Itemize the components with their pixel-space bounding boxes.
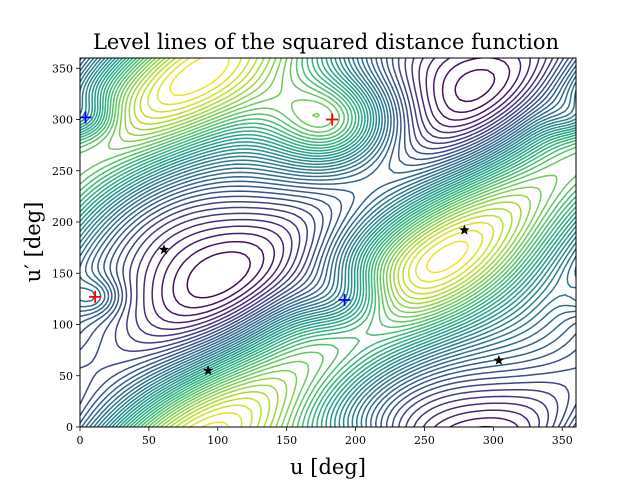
x-axis-ticks: 0 50 100 150 200 250 300 350: [77, 427, 573, 447]
contour-level-line: [151, 58, 531, 427]
x-tick-label: 50: [142, 434, 156, 447]
contour-level-line: [80, 58, 576, 427]
saddle-marker: [202, 365, 214, 376]
minimum-marker: [80, 111, 92, 124]
y-axis-ticks: 0 50 100 150 200 250 300 350: [52, 62, 80, 434]
contour-level-line: [156, 58, 484, 427]
y-tick-label: 150: [52, 267, 73, 280]
minimum-marker: [338, 293, 351, 306]
contour-level-line: [169, 58, 469, 427]
y-tick-label: 300: [52, 114, 73, 127]
contour-lines: [80, 58, 576, 427]
y-tick-label: 200: [52, 216, 73, 229]
contour-level-line: [80, 58, 576, 427]
contour-level-line: [139, 58, 504, 427]
x-tick-label: 350: [552, 434, 573, 447]
x-tick-label: 0: [77, 434, 84, 447]
plot-frame: [79, 57, 577, 428]
chart-title: Level lines of the squared distance func…: [93, 30, 559, 54]
x-axis-label: u [deg]: [290, 455, 366, 479]
y-tick-label: 100: [52, 319, 73, 332]
contour-level-line: [80, 58, 576, 427]
contour-level-line: [80, 58, 576, 427]
x-tick-label: 150: [276, 434, 297, 447]
contour-level-line: [80, 58, 576, 427]
saddle-marker: [493, 354, 505, 365]
contour-level-line: [118, 58, 542, 427]
contour-level-line: [80, 58, 576, 427]
contour-level-line: [80, 58, 576, 427]
contour-level-line: [80, 58, 576, 427]
contour-level-line: [126, 58, 559, 427]
contour-level-line: [80, 58, 576, 427]
y-tick-label: 0: [66, 421, 73, 434]
contour-level-line: [80, 58, 576, 427]
contour-level-line: [124, 58, 532, 427]
y-tick-label: 350: [52, 62, 73, 75]
saddle-marker: [459, 224, 470, 235]
contour-level-line: [161, 58, 522, 427]
critical-point-markers: [80, 111, 505, 376]
contour-level-line: [80, 58, 576, 427]
saddle-marker: [158, 244, 170, 255]
contour-level-line: [114, 58, 570, 427]
contour-level-line: [128, 58, 522, 427]
y-tick-label: 250: [52, 165, 73, 178]
maximum-marker: [326, 113, 339, 126]
contour-level-line: [147, 58, 495, 427]
contour-level-line: [80, 58, 576, 427]
contour-level-line: [143, 58, 541, 427]
y-tick-label: 50: [59, 370, 73, 383]
x-tick-label: 200: [345, 434, 366, 447]
contour-level-line: [133, 58, 513, 427]
contour-level-line: [107, 58, 558, 427]
contour-level-line: [80, 58, 576, 427]
y-axis-label: u′ [deg]: [21, 202, 45, 283]
contour-level-line: [172, 58, 511, 427]
contour-level-line: [135, 58, 550, 427]
contour-level-line: [80, 58, 576, 427]
x-tick-label: 300: [483, 434, 504, 447]
contour-level-line: [80, 58, 576, 427]
x-tick-label: 250: [414, 434, 435, 447]
maximum-marker: [89, 290, 102, 303]
x-tick-label: 100: [207, 434, 228, 447]
contour-level-line: [80, 58, 576, 427]
contour-level-line: [186, 68, 496, 299]
contour-level-line: [80, 58, 576, 427]
contour-level-line: [80, 58, 576, 427]
contour-level-line: [80, 58, 576, 427]
contour-level-line: [80, 58, 576, 427]
